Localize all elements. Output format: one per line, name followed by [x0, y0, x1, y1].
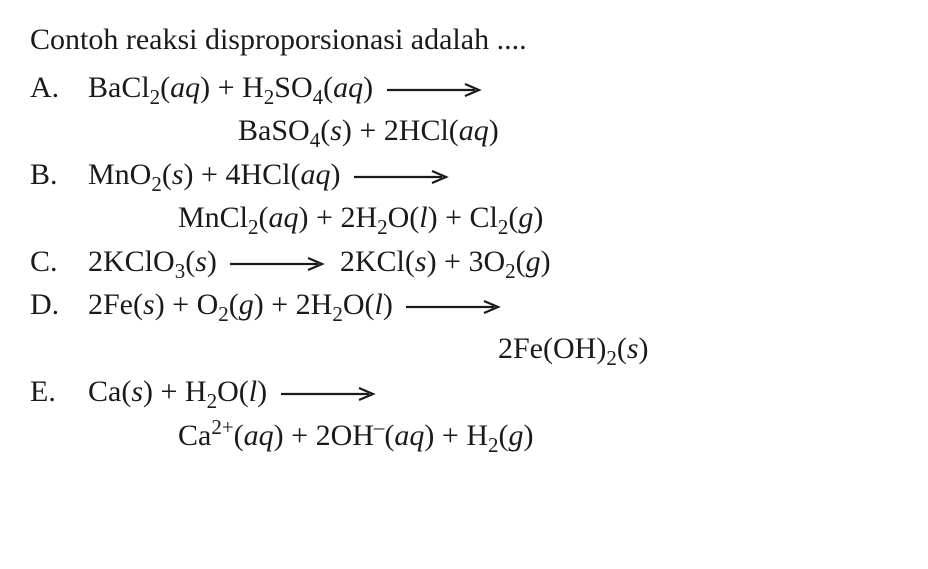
- sub: 2: [207, 389, 218, 413]
- text: 2Fe(: [88, 288, 143, 321]
- state: aq: [269, 201, 299, 234]
- option-c: C. 2KClO3(s) 2KCl(s) + 3O2(g): [30, 240, 898, 284]
- sub: 2: [150, 85, 161, 109]
- text: O(: [388, 201, 420, 234]
- text: Ca(: [88, 375, 131, 408]
- sub: 2: [332, 302, 343, 326]
- arrow-icon: [406, 300, 502, 314]
- sub: 2: [248, 215, 259, 239]
- option-e-line2: Ca2+(aq) + 2OH–(aq) + H2(g): [88, 414, 898, 458]
- state: g: [526, 245, 541, 278]
- option-d-label: D.: [30, 283, 88, 327]
- text: MnCl: [178, 201, 248, 234]
- sub: 4: [310, 128, 321, 152]
- text: ) + 3O: [427, 245, 506, 278]
- option-b-label: B.: [30, 153, 88, 197]
- state: aq: [459, 114, 489, 147]
- state: aq: [300, 158, 330, 191]
- arrow-icon: [354, 170, 450, 184]
- state: g: [509, 419, 524, 452]
- sub: 3: [175, 259, 186, 283]
- option-a-label: A.: [30, 66, 88, 110]
- state: l: [249, 375, 257, 408]
- option-d-body: 2Fe(s) + O2(g) + 2H2O(l) 2Fe(OH)2(s): [88, 283, 898, 370]
- sup: –: [374, 415, 385, 439]
- text: SO: [274, 71, 312, 104]
- text: 2KCl(: [340, 245, 415, 278]
- text: + 2OH: [284, 419, 374, 452]
- option-c-body: 2KClO3(s) 2KCl(s) + 3O2(g): [88, 240, 898, 284]
- text: ) + O: [155, 288, 219, 321]
- sub: 2: [377, 215, 388, 239]
- option-d: D. 2Fe(s) + O2(g) + 2H2O(l) 2Fe(OH)2(s): [30, 283, 898, 370]
- text: MnO: [88, 158, 151, 191]
- text: + 2H: [264, 288, 333, 321]
- option-b: B. MnO2(s) + 4HCl(aq) MnCl2(aq) + 2H2O(l…: [30, 153, 898, 240]
- state: s: [195, 245, 207, 278]
- sub: 4: [313, 85, 324, 109]
- sub: 2: [498, 215, 509, 239]
- state: g: [518, 201, 533, 234]
- state: s: [143, 288, 155, 321]
- text: BaCl: [88, 71, 150, 104]
- option-b-line2: MnCl2(aq) + 2H2O(l) + Cl2(g): [88, 196, 898, 240]
- state: l: [419, 201, 427, 234]
- option-c-label: C.: [30, 240, 88, 284]
- option-d-line2: 2Fe(OH)2(s): [88, 327, 898, 371]
- text: Ca: [178, 419, 211, 452]
- option-b-line1: MnO2(s) + 4HCl(aq): [88, 153, 898, 197]
- text: + H: [210, 71, 264, 104]
- arrow-icon: [387, 83, 483, 97]
- text: BaSO: [238, 114, 310, 147]
- state: s: [172, 158, 184, 191]
- text: ): [257, 375, 267, 408]
- option-e: E. Ca(s) + H2O(l) Ca2+(aq) + 2OH–(aq) + …: [30, 370, 898, 457]
- sub: 2: [488, 433, 499, 457]
- text: O(: [217, 375, 249, 408]
- text: ) + Cl: [428, 201, 498, 234]
- option-a-line1: BaCl2(aq) + H2SO4(aq): [88, 66, 898, 110]
- state: aq: [333, 71, 363, 104]
- sub: 2: [505, 259, 516, 283]
- option-e-label: E.: [30, 370, 88, 414]
- option-e-line1: Ca(s) + H2O(l): [88, 370, 898, 414]
- state: aq: [170, 71, 200, 104]
- state: s: [330, 114, 342, 147]
- state: g: [239, 288, 254, 321]
- option-a-line2: BaSO4(s) + 2HCl(aq): [88, 109, 898, 153]
- option-a: A. BaCl2(aq) + H2SO4(aq) BaSO4(s) + 2HCl…: [30, 66, 898, 153]
- state: s: [627, 332, 639, 365]
- option-a-body: BaCl2(aq) + H2SO4(aq) BaSO4(s) + 2HCl(aq…: [88, 66, 898, 153]
- sub: 2: [606, 346, 617, 370]
- option-b-body: MnO2(s) + 4HCl(aq) MnCl2(aq) + 2H2O(l) +…: [88, 153, 898, 240]
- sub: 2: [264, 85, 275, 109]
- arrow-icon: [230, 257, 326, 271]
- text: ): [489, 114, 499, 147]
- state: aq: [394, 419, 424, 452]
- sup: 2+: [211, 415, 233, 439]
- text: ): [330, 158, 340, 191]
- text: 2Fe(OH): [498, 332, 606, 365]
- text: 2KClO: [88, 245, 175, 278]
- sub: 2: [151, 172, 162, 196]
- arrow-icon: [281, 387, 377, 401]
- state: aq: [244, 419, 274, 452]
- text: O(: [343, 288, 375, 321]
- question-text: Contoh reaksi disproporsionasi adalah ..…: [30, 18, 898, 62]
- state: l: [375, 288, 383, 321]
- sub: 2: [218, 302, 229, 326]
- state: s: [131, 375, 143, 408]
- question-block: Contoh reaksi disproporsionasi adalah ..…: [0, 0, 928, 475]
- text: + 2H: [309, 201, 378, 234]
- option-d-line1: 2Fe(s) + O2(g) + 2H2O(l): [88, 283, 898, 327]
- option-c-line1: 2KClO3(s) 2KCl(s) + 3O2(g): [88, 240, 898, 284]
- text: + 4HCl(: [194, 158, 301, 191]
- text: ): [383, 288, 393, 321]
- state: s: [415, 245, 427, 278]
- text: ) + H: [143, 375, 207, 408]
- option-e-body: Ca(s) + H2O(l) Ca2+(aq) + 2OH–(aq) + H2(…: [88, 370, 898, 457]
- text: + 2HCl(: [352, 114, 459, 147]
- text: + H: [434, 419, 488, 452]
